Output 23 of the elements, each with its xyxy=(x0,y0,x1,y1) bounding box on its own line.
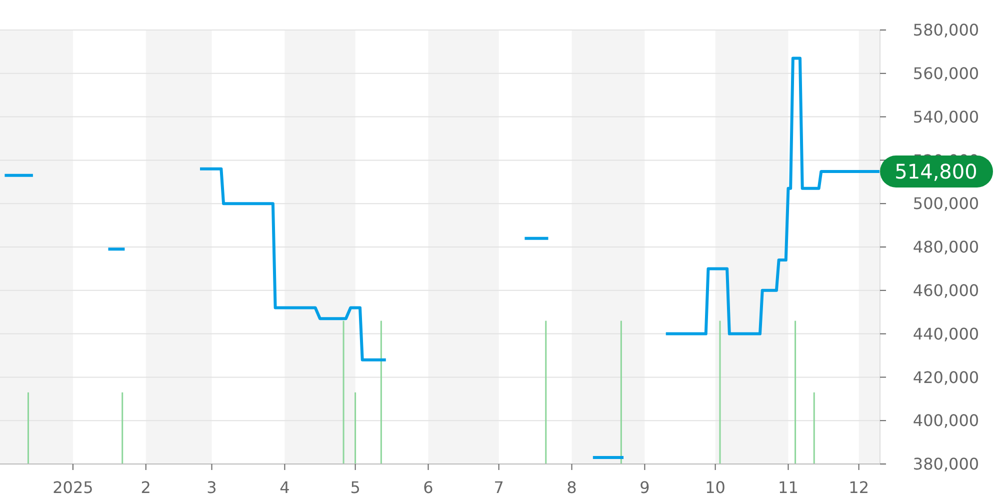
x-tick-label: 5 xyxy=(350,478,360,497)
y-tick-label: 420,000 xyxy=(912,368,980,387)
x-tick-label: 2 xyxy=(140,478,151,497)
y-tick-label: 500,000 xyxy=(912,194,980,214)
y-tick-label: 400,000 xyxy=(912,411,980,430)
x-tick-label: 10 xyxy=(705,478,726,497)
annotation: 514,800 xyxy=(894,160,978,184)
x-tick-label: 11 xyxy=(778,478,798,497)
x-tick-label: 4 xyxy=(280,478,290,497)
x-tick-label: 7 xyxy=(494,478,504,497)
y-tick-label: 380,000 xyxy=(912,454,980,474)
y-tick-label: 480,000 xyxy=(912,238,980,257)
x-tick-label: 12 xyxy=(848,478,870,497)
y-tick-label: 580,000 xyxy=(912,20,980,40)
y-tick-label: 560,000 xyxy=(912,64,980,83)
y-tick-label: 540,000 xyxy=(912,107,980,126)
x-tick-label: 3 xyxy=(206,478,217,497)
x-tick-label: 8 xyxy=(566,478,577,497)
x-tick-label: 6 xyxy=(423,478,434,497)
x-tick-label: 9 xyxy=(640,478,650,497)
y-tick-label: 460,000 xyxy=(912,281,980,300)
x-tick-label: 2025 xyxy=(52,478,94,497)
y-tick-label: 440,000 xyxy=(912,324,980,344)
